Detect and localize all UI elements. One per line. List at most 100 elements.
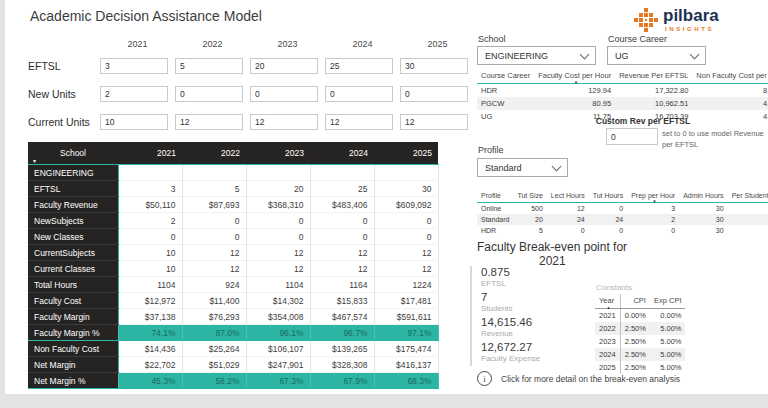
input-cell <box>175 52 250 80</box>
profile-dropdown-value: Standard <box>485 163 522 173</box>
cell: 8,936.22 <box>692 84 768 98</box>
main-table-header-year[interactable]: 2022 <box>182 142 246 165</box>
cell: 5 <box>182 181 246 197</box>
cell: $12,972 <box>118 293 182 309</box>
sort-icon: ▴ <box>607 304 610 310</box>
input-row-label: EFTSL <box>28 52 100 80</box>
chevron-down-icon <box>580 49 590 59</box>
main-table-header-year[interactable]: 2025 <box>374 142 438 165</box>
cell: 20 <box>246 181 310 197</box>
table-row: Net Margin %45.3%58.2%67.3%67.9%68.3% <box>28 373 438 389</box>
cell: 96.7% <box>310 325 374 341</box>
input-cell <box>100 52 175 80</box>
column-header[interactable]: Prep per Hour▾ <box>627 190 679 203</box>
grid-input[interactable] <box>400 58 468 74</box>
row-label: 2022 <box>595 322 620 335</box>
profile-dropdown[interactable]: Standard <box>477 158 568 177</box>
school-dropdown-value: ENGINEERING <box>485 51 548 61</box>
grid-input[interactable] <box>100 58 168 74</box>
cell: $368,310 <box>246 197 310 213</box>
row-label: Current Classes <box>28 261 118 277</box>
grid-input[interactable] <box>175 58 243 74</box>
grid-input[interactable] <box>325 114 393 130</box>
cell: $483,406 <box>310 197 374 213</box>
input-cell <box>400 108 475 136</box>
school-dropdown[interactable]: ENGINEERING <box>477 46 596 65</box>
custom-rev-input[interactable] <box>606 128 658 145</box>
grid-input[interactable] <box>400 86 468 102</box>
row-label: 2024 <box>595 348 620 361</box>
cell: 17,322.80 <box>615 84 692 98</box>
cell: $609,092 <box>374 197 438 213</box>
cell: 30 <box>374 181 438 197</box>
column-header[interactable]: Faculty Cost per Hour▾ <box>534 69 615 84</box>
column-header[interactable]: Per Student Hours <box>728 190 768 203</box>
custom-rev-hint: set to 0 to use model Revenue per EFTSL <box>662 129 766 151</box>
cell: 1164 <box>310 277 374 293</box>
column-header[interactable]: Non Faculty Cost per EFTSL <box>692 69 768 84</box>
grid-input[interactable] <box>250 114 318 130</box>
grid-input[interactable] <box>175 86 243 102</box>
cell: 97.1% <box>374 325 438 341</box>
grid-input[interactable] <box>250 58 318 74</box>
stat-label: EFTSL <box>481 279 593 288</box>
cell: 2 <box>627 214 679 225</box>
grid-input[interactable] <box>100 86 168 102</box>
column-header[interactable]: Lect Hours <box>547 190 589 203</box>
grid-input[interactable] <box>400 114 468 130</box>
cell: 2.50% <box>620 322 650 335</box>
column-header[interactable]: Admin Hours <box>679 190 727 203</box>
logo-tagline-text: INSIGHTS <box>665 26 719 32</box>
main-table-header-year[interactable]: 2024 <box>310 142 374 165</box>
column-header[interactable]: Profile <box>477 190 513 203</box>
column-header[interactable]: Exp CPI <box>650 294 686 309</box>
cell: 5 <box>513 225 546 236</box>
input-cell <box>400 80 475 108</box>
table-row: Net Margin$22,702$51,029$247,901$328,308… <box>28 357 438 373</box>
cell: 4,812.10 <box>692 110 768 123</box>
course-career-table: Course CareerFaculty Cost per Hour▾Reven… <box>477 69 768 123</box>
cell: 67.9% <box>310 373 374 389</box>
breakeven-stat: 7Students <box>481 291 593 313</box>
cell <box>182 165 246 181</box>
table-row: 20242.50%5.00% <box>595 348 685 361</box>
cell: 0 <box>310 213 374 229</box>
table-row: Faculty Margin %74.1%87.0%96.1%96.7%97.1… <box>28 325 438 341</box>
column-header[interactable]: Year▴ <box>595 294 620 309</box>
column-header[interactable]: CPI <box>620 294 650 309</box>
row-label: HDR <box>477 84 534 98</box>
course-career-dropdown[interactable]: UG <box>607 46 706 65</box>
breakeven-info[interactable]: i Click for more detail on the break-eve… <box>477 371 680 386</box>
cell: 20 <box>513 214 546 225</box>
row-label: PGCW <box>477 97 534 110</box>
info-icon[interactable]: i <box>477 371 492 386</box>
table-row: Faculty Cost$12,972$11,400$14,302$15,833… <box>28 293 438 309</box>
column-header[interactable]: Tut Size <box>513 190 546 203</box>
breakeven-stat: 0.875EFTSL <box>481 266 593 288</box>
column-header[interactable]: Tut Hours <box>589 190 627 203</box>
grid-input[interactable] <box>325 86 393 102</box>
cell: 67.3% <box>246 373 310 389</box>
grid-input[interactable] <box>100 114 168 130</box>
main-table-header-year[interactable]: 2021 <box>118 142 182 165</box>
grid-input[interactable] <box>325 58 393 74</box>
profile-table-body: Online5001203305.00Standard2024242301.50… <box>477 203 768 237</box>
cell: 24 <box>547 214 589 225</box>
constants-label: Constants <box>596 283 632 292</box>
grid-input[interactable] <box>175 114 243 130</box>
grid-input[interactable] <box>250 86 318 102</box>
main-table-header-row: School▾20212022202320242025 <box>28 142 438 165</box>
table-row: Faculty Margin$37,138$76,293$354,008$467… <box>28 309 438 325</box>
course-career-dropdown-value: UG <box>615 51 629 61</box>
stat-value: 14,615.46 <box>481 316 593 328</box>
table-row: 20222.50%5.00% <box>595 322 685 335</box>
column-header[interactable]: Course Career <box>477 69 534 84</box>
main-table-header-school[interactable]: School▾ <box>28 142 118 165</box>
row-label: Non Faculty Cost <box>28 341 118 357</box>
table-row: EFTSL35202530 <box>28 181 438 197</box>
row-label: Faculty Cost <box>28 293 118 309</box>
stat-value: 7 <box>481 291 593 303</box>
main-table-header-year[interactable]: 2023 <box>246 142 310 165</box>
column-header[interactable]: Revenue Per EFTSL <box>615 69 692 84</box>
cell: $14,436 <box>118 341 182 357</box>
